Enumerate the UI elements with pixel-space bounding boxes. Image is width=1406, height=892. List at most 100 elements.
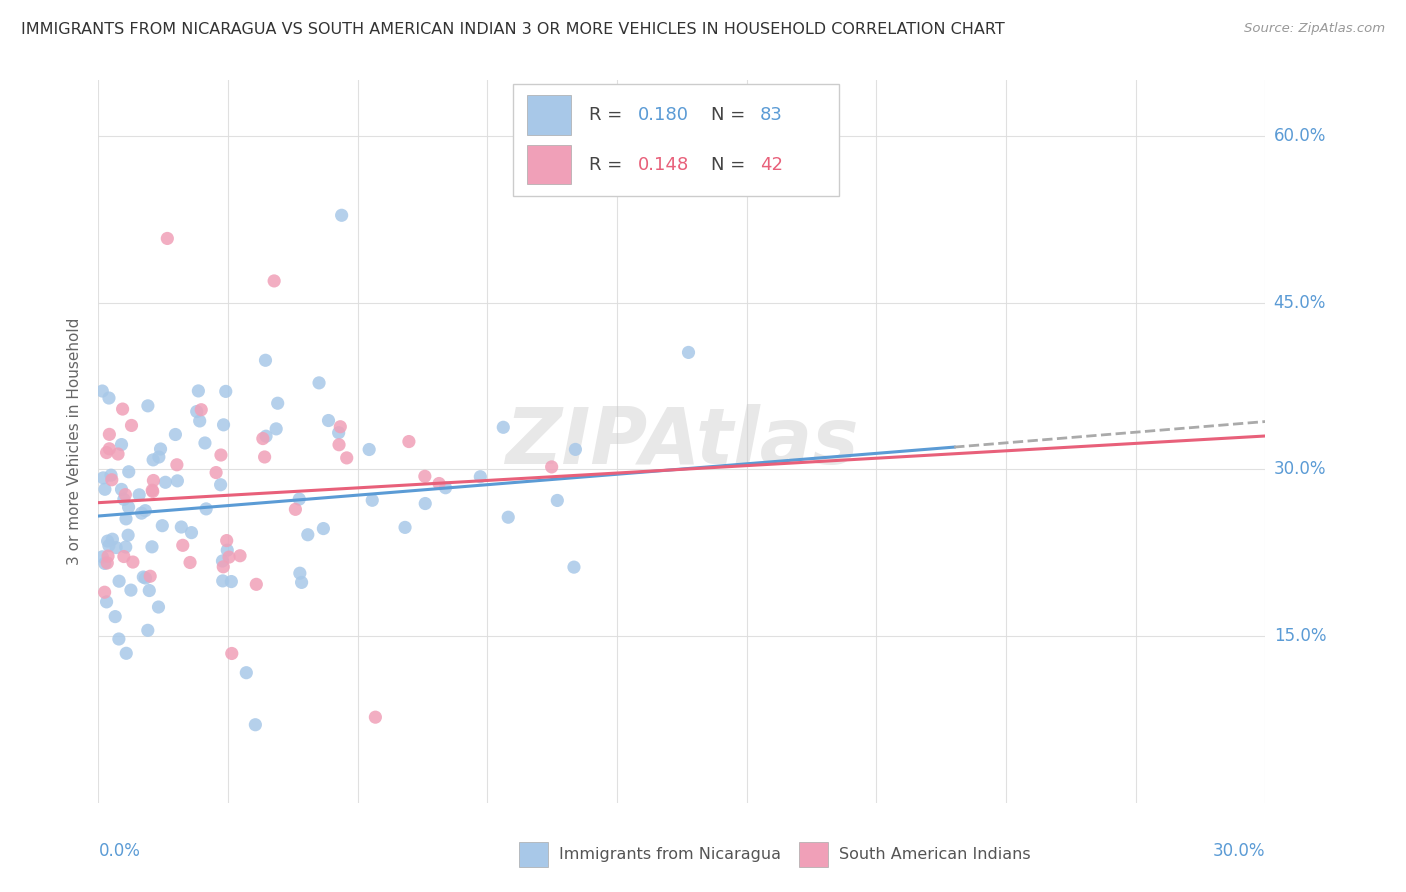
Point — [136, 624, 159, 638]
Point — [229, 549, 252, 563]
Point — [136, 399, 159, 413]
Point — [139, 569, 162, 583]
Point — [267, 396, 290, 410]
Text: N =: N = — [711, 155, 751, 174]
Point — [329, 419, 352, 434]
Point — [188, 414, 211, 428]
Point — [180, 525, 202, 540]
Point — [91, 384, 114, 398]
Point — [166, 474, 188, 488]
Point — [118, 465, 141, 479]
Point — [101, 473, 124, 487]
Point — [108, 632, 131, 646]
Point — [398, 434, 420, 449]
Point — [235, 665, 257, 680]
Point — [263, 274, 285, 288]
Point — [413, 469, 436, 483]
Point — [245, 577, 267, 591]
Point — [170, 520, 193, 534]
Text: IMMIGRANTS FROM NICARAGUA VS SOUTH AMERICAN INDIAN 3 OR MORE VEHICLES IN HOUSEHO: IMMIGRANTS FROM NICARAGUA VS SOUTH AMERI… — [21, 22, 1005, 37]
Point — [254, 353, 277, 368]
Point — [245, 717, 267, 731]
FancyBboxPatch shape — [527, 145, 571, 185]
Point — [470, 469, 492, 483]
Point — [187, 384, 209, 398]
Text: Source: ZipAtlas.com: Source: ZipAtlas.com — [1244, 22, 1385, 36]
Point — [156, 231, 179, 245]
Point — [128, 488, 150, 502]
Text: R =: R = — [589, 106, 627, 124]
Point — [190, 402, 212, 417]
Point — [117, 500, 139, 515]
Point — [312, 522, 335, 536]
Point — [172, 538, 194, 552]
Point — [115, 646, 138, 660]
Point — [212, 417, 235, 432]
Point — [361, 493, 384, 508]
Point — [100, 468, 122, 483]
Point — [290, 575, 312, 590]
Point — [496, 510, 519, 524]
Point — [112, 549, 135, 564]
Point — [91, 471, 114, 485]
Point — [492, 420, 515, 434]
Point — [215, 384, 238, 399]
Point — [211, 574, 233, 588]
Point — [209, 477, 232, 491]
Point — [122, 555, 145, 569]
Text: 30.0%: 30.0% — [1213, 842, 1265, 860]
Point — [108, 574, 131, 589]
Point — [121, 418, 143, 433]
Point — [112, 492, 135, 507]
Point — [111, 402, 134, 417]
Point — [166, 458, 188, 472]
Point — [141, 483, 163, 498]
Point — [138, 583, 160, 598]
Point — [110, 483, 132, 497]
Text: N =: N = — [711, 106, 751, 124]
Point — [218, 550, 240, 565]
Point — [104, 609, 127, 624]
Point — [264, 422, 287, 436]
Point — [97, 534, 120, 549]
Text: 0.148: 0.148 — [637, 155, 689, 174]
FancyBboxPatch shape — [527, 95, 571, 135]
Point — [97, 549, 120, 563]
Point — [212, 559, 235, 574]
Text: ZIPAtlas: ZIPAtlas — [505, 403, 859, 480]
Point — [117, 528, 139, 542]
Point — [98, 427, 121, 442]
Point — [221, 574, 243, 589]
Point — [93, 585, 115, 599]
Point — [98, 391, 121, 405]
Point — [540, 459, 562, 474]
Point — [195, 502, 218, 516]
Point — [96, 445, 118, 459]
Text: South American Indians: South American Indians — [839, 847, 1031, 863]
Point — [93, 557, 115, 571]
Text: R =: R = — [589, 155, 627, 174]
Text: 15.0%: 15.0% — [1274, 627, 1326, 645]
Point — [148, 600, 170, 615]
Point — [562, 560, 585, 574]
Point — [94, 483, 117, 497]
FancyBboxPatch shape — [513, 84, 839, 196]
Point — [131, 506, 153, 520]
Text: 60.0%: 60.0% — [1274, 127, 1326, 145]
Point — [359, 442, 381, 457]
Point — [105, 541, 128, 555]
Point — [96, 595, 118, 609]
Point — [101, 533, 124, 547]
Point — [364, 710, 387, 724]
Point — [211, 554, 233, 568]
Point — [254, 429, 277, 443]
Text: 0.0%: 0.0% — [98, 842, 141, 860]
Point — [134, 503, 156, 517]
Point — [132, 570, 155, 584]
Point — [253, 450, 276, 464]
Point — [142, 484, 165, 499]
Text: 83: 83 — [761, 106, 783, 124]
Point — [142, 453, 165, 467]
Point — [217, 543, 239, 558]
Point — [297, 527, 319, 541]
